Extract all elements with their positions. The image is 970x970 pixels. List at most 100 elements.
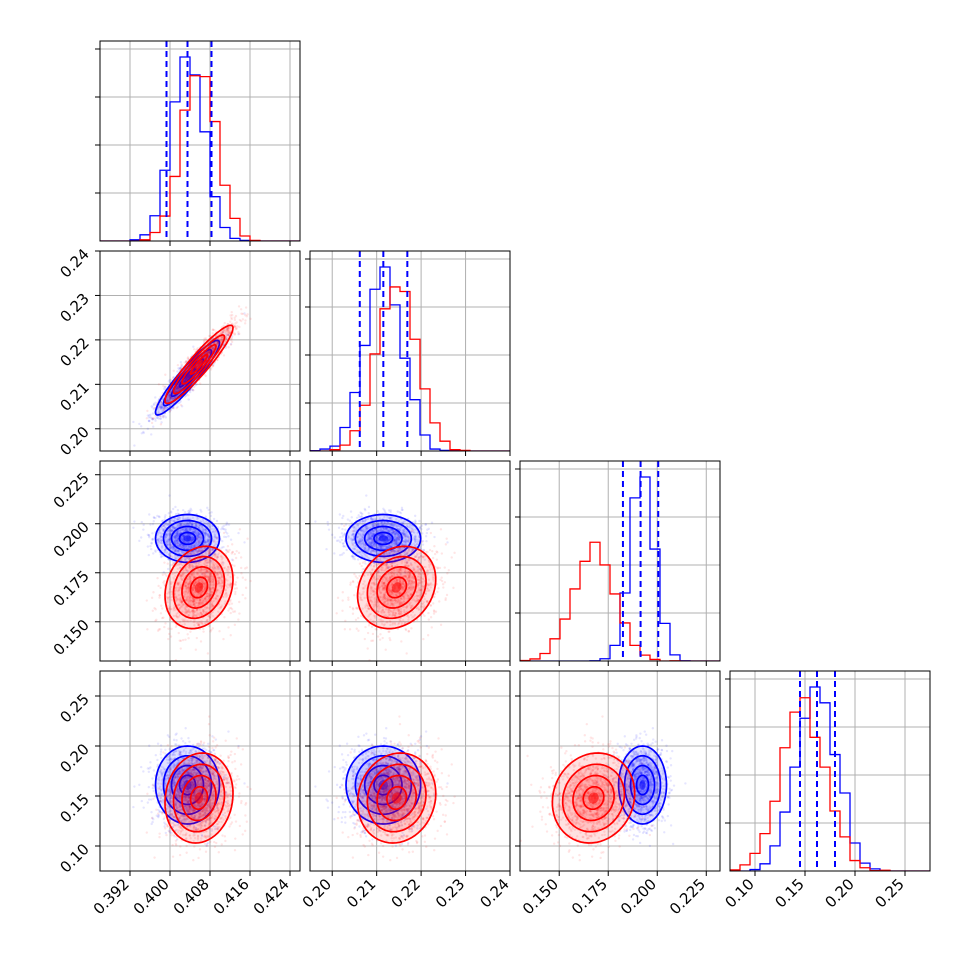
scatter-point (227, 523, 231, 526)
scatter-point (231, 559, 235, 562)
scatter-point (193, 529, 197, 532)
scatter-point (174, 526, 177, 529)
scatter-point (160, 519, 164, 523)
scatter-point (195, 348, 198, 351)
scatter-point (179, 529, 182, 532)
scatter-point (173, 539, 176, 543)
scatter-point (169, 398, 172, 401)
scatter-point (189, 507, 192, 510)
scatter-point (181, 527, 185, 531)
scatter-point (233, 318, 237, 322)
scatter-point (221, 331, 224, 334)
scatter-point (237, 531, 240, 535)
scatter-point (174, 536, 177, 539)
scatter-point (176, 389, 180, 392)
scatter-point (222, 354, 226, 357)
scatter-point (163, 406, 166, 410)
scatter-point (186, 522, 190, 526)
scatter-point (162, 528, 165, 531)
scatter-point (196, 537, 199, 541)
scatter-point (207, 535, 210, 538)
scatter-point (168, 542, 172, 546)
scatter-point (171, 524, 175, 528)
scatter-point (173, 535, 176, 538)
scatter-point (195, 636, 198, 640)
scatter-point (177, 388, 180, 391)
scatter-point (177, 367, 180, 370)
scatter-point (211, 347, 215, 350)
scatter-point (225, 521, 229, 524)
scatter-point (168, 397, 171, 400)
scatter-point (160, 403, 163, 406)
scatter-point (175, 557, 178, 560)
scatter-point (222, 637, 225, 641)
scatter-point (214, 542, 217, 545)
scatter-point (181, 544, 185, 547)
scatter-point (200, 547, 204, 551)
scatter-point (156, 416, 159, 419)
scatter-point (170, 528, 174, 532)
scatter-point (243, 541, 246, 544)
scatter-point (168, 534, 172, 537)
scatter-point (150, 405, 153, 408)
scatter-point (180, 364, 184, 367)
scatter-point (195, 541, 198, 544)
scatter-point (227, 333, 230, 337)
scatter-point (140, 520, 143, 524)
scatter-point (206, 532, 209, 536)
scatter-point (175, 517, 178, 521)
scatter-point (195, 383, 198, 386)
scatter-point (215, 519, 219, 523)
scatter-point (187, 533, 191, 536)
scatter-point (212, 364, 215, 367)
scatter-point (191, 550, 194, 553)
scatter-point (215, 333, 219, 337)
scatter-point (165, 406, 169, 410)
scatter-point (233, 623, 237, 627)
scatter-point (202, 531, 206, 535)
scatter-point (173, 550, 177, 553)
scatter-point (216, 342, 219, 345)
scatter-point (162, 409, 165, 412)
scatter-point (153, 406, 156, 410)
panel-frame (99, 40, 301, 242)
scatter-point (150, 542, 153, 545)
scatter-point (186, 356, 190, 359)
scatter-point (158, 531, 161, 534)
scatter-point (171, 397, 175, 400)
scatter-point (191, 550, 195, 553)
scatter-point (213, 534, 217, 537)
scatter-point (160, 400, 163, 404)
scatter-point (175, 530, 179, 533)
scatter-point (212, 528, 216, 531)
scatter-point (167, 394, 171, 397)
scatter-point (161, 541, 164, 545)
scatter-point (166, 562, 169, 565)
scatter-point (152, 408, 156, 411)
scatter-point (160, 408, 163, 411)
scatter-point (199, 640, 203, 643)
scatter-point (206, 506, 209, 510)
scatter-point (176, 405, 179, 409)
scatter-point (171, 396, 174, 400)
scatter-point (159, 535, 162, 538)
scatter-point (204, 532, 207, 535)
scatter-point (209, 514, 213, 518)
scatter-point (174, 387, 178, 391)
histogram-series-1 (100, 75, 300, 241)
scatter-point (168, 396, 172, 399)
scatter-point (223, 328, 226, 332)
scatter-point (179, 523, 182, 527)
scatter-point (200, 573, 204, 576)
scatter-point (237, 332, 240, 336)
scatter-point (207, 534, 210, 537)
scatter-point (176, 540, 179, 543)
scatter-point (224, 336, 228, 339)
scatter-point (216, 536, 220, 539)
scatter-point (194, 549, 198, 552)
scatter-point (152, 552, 155, 555)
scatter-point (146, 545, 150, 548)
scatter-point (175, 533, 178, 536)
scatter-point (171, 397, 174, 400)
scatter-point (160, 404, 163, 407)
